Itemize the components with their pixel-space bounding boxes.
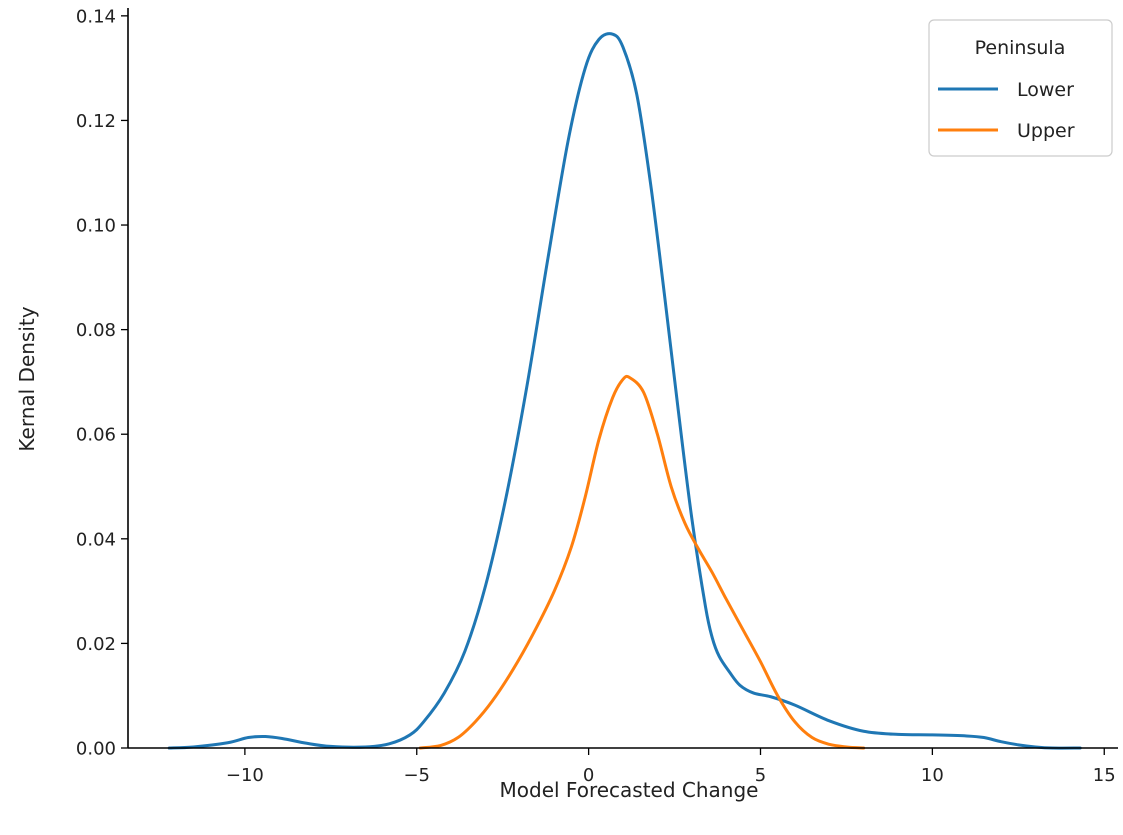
y-tick-label: 0.02 bbox=[76, 634, 116, 655]
x-tick-label: −5 bbox=[403, 765, 430, 786]
y-tick-label: 0.12 bbox=[76, 111, 116, 132]
y-tick-label: 0.06 bbox=[76, 425, 116, 446]
tick-group: −10 −5 0 5 10 15 0.00 0.02 0.04 0.06 0.08 0.10 0.12 0… bbox=[76, 6, 1116, 786]
x-tick-label: 5 bbox=[755, 765, 766, 786]
legend-label-upper: Upper bbox=[1017, 120, 1075, 142]
y-axis-title: Kernal Density bbox=[15, 306, 39, 451]
x-tick-label: 10 bbox=[921, 765, 944, 786]
legend-box bbox=[928, 19, 1113, 157]
x-tick-label: −10 bbox=[226, 765, 264, 786]
series-lines bbox=[167, 32, 1082, 750]
series-line-upper bbox=[418, 374, 866, 750]
y-tick-label: 0.10 bbox=[76, 216, 116, 237]
series-line-lower bbox=[167, 32, 1082, 750]
y-tick-label: 0.00 bbox=[76, 739, 116, 760]
x-tick-label: 15 bbox=[1093, 765, 1116, 786]
y-tick-label: 0.04 bbox=[76, 529, 116, 550]
legend: Peninsula Lower Upper bbox=[928, 19, 1113, 157]
legend-title: Peninsula bbox=[975, 37, 1066, 59]
axes bbox=[127, 8, 1118, 749]
y-tick-label: 0.14 bbox=[76, 6, 116, 27]
y-tick-label: 0.08 bbox=[76, 320, 116, 341]
x-axis-title: Model Forecasted Change bbox=[500, 778, 759, 802]
x-tick-label: 0 bbox=[583, 765, 594, 786]
legend-label-lower: Lower bbox=[1017, 79, 1074, 101]
